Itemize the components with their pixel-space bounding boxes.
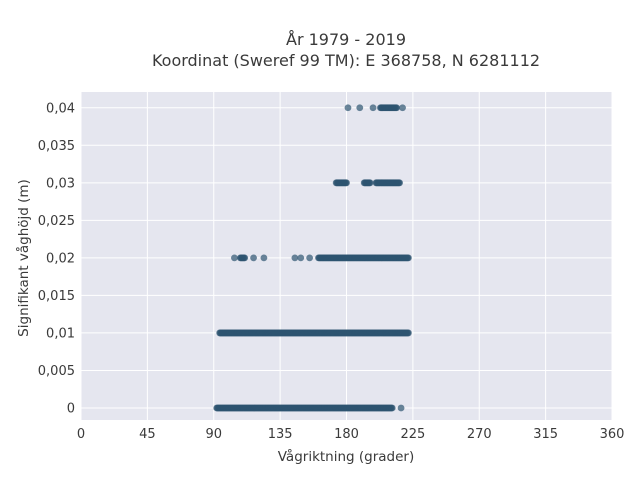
x-tick-label: 45 bbox=[139, 427, 156, 442]
x-tick-label: 0 bbox=[77, 427, 85, 442]
data-point bbox=[241, 254, 249, 262]
x-tick-label: 180 bbox=[334, 427, 359, 442]
x-tick-label: 90 bbox=[205, 427, 222, 442]
y-tick-label: 0,005 bbox=[38, 364, 75, 379]
data-point bbox=[291, 254, 299, 262]
y-axis-label: Signifikant våghöjd (m) bbox=[15, 179, 32, 337]
y-tick-label: 0,035 bbox=[38, 139, 75, 154]
x-tick-label: 270 bbox=[467, 427, 492, 442]
x-tick-label: 135 bbox=[268, 427, 293, 442]
y-tick-label: 0,03 bbox=[46, 176, 75, 191]
data-points bbox=[213, 104, 412, 412]
data-point bbox=[369, 104, 377, 112]
data-point bbox=[297, 254, 305, 262]
chart-title-line2: Koordinat (Sweref 99 TM): E 368758, N 62… bbox=[152, 51, 540, 70]
data-point bbox=[343, 179, 350, 187]
data-point bbox=[260, 254, 268, 262]
data-point bbox=[231, 254, 238, 262]
x-axis-label: Vågriktning (grader) bbox=[278, 448, 415, 465]
data-point bbox=[405, 254, 412, 262]
y-tick-label: 0,015 bbox=[38, 289, 75, 304]
y-tick-label: 0,04 bbox=[46, 101, 75, 116]
x-tick-label: 315 bbox=[533, 427, 558, 442]
y-axis-ticks: 0 0,005 0,01 0,015 0,02 0,025 0,03 0,035 0,04 bbox=[38, 101, 75, 416]
x-tick-label: 225 bbox=[400, 427, 425, 442]
data-point bbox=[250, 254, 257, 262]
chart-title-line1: År 1979 - 2019 bbox=[286, 30, 406, 49]
data-point bbox=[344, 104, 352, 112]
y-tick-label: 0,02 bbox=[46, 251, 75, 266]
data-point bbox=[405, 329, 412, 337]
data-point bbox=[397, 404, 405, 412]
data-point bbox=[393, 104, 401, 112]
data-point bbox=[306, 254, 314, 262]
data-point bbox=[396, 179, 403, 187]
data-point bbox=[366, 179, 374, 187]
x-axis-ticks: 0 45 90 135 180 225 270 315 360 bbox=[77, 427, 625, 442]
data-point bbox=[356, 104, 364, 112]
y-tick-label: 0,01 bbox=[46, 326, 75, 341]
x-tick-label: 360 bbox=[600, 427, 625, 442]
data-point bbox=[388, 404, 396, 412]
y-tick-label: 0 bbox=[67, 401, 75, 416]
y-tick-label: 0,025 bbox=[38, 214, 75, 229]
data-point bbox=[399, 104, 406, 112]
